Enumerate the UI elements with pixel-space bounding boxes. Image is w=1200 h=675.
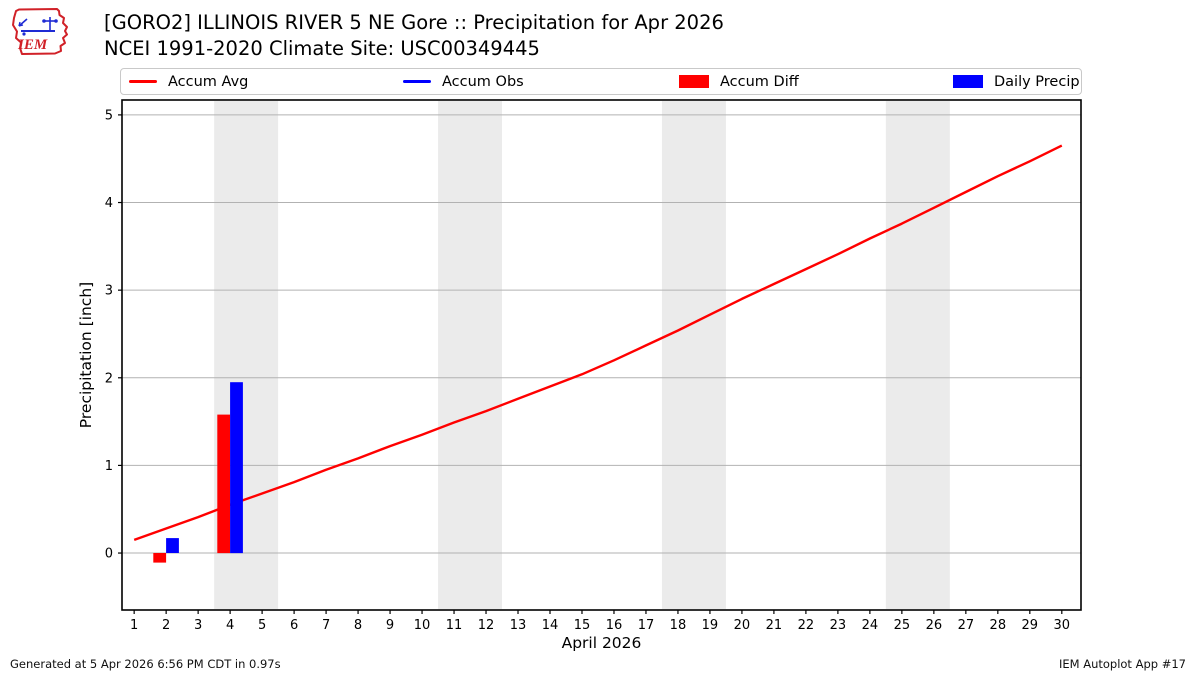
weather-station-icon (18, 17, 58, 36)
x-tick-label: 14 (542, 618, 559, 633)
accum-avg-line-swatch-icon (129, 79, 157, 84)
y-axis-label: Precipitation [inch] (77, 281, 95, 429)
y-tick-label: 5 (105, 108, 113, 123)
weekend-shading-band (438, 101, 503, 609)
x-tick-label: 3 (194, 618, 202, 633)
x-tick-label: 8 (354, 618, 362, 633)
weekend-shading-band (661, 101, 726, 609)
generated-timestamp: Generated at 5 Apr 2026 6:56 PM CDT in 0… (10, 657, 281, 671)
x-tick-label: 27 (958, 618, 975, 633)
x-tick-label: 23 (830, 618, 847, 633)
y-tick-label: 2 (105, 371, 113, 386)
chart-title: [GORO2] ILLINOIS RIVER 5 NE Gore :: Prec… (104, 11, 724, 34)
x-tick-label: 7 (322, 618, 330, 633)
x-tick-label: 11 (446, 618, 463, 633)
x-tick-label: 12 (478, 618, 495, 633)
x-tick-label: 28 (990, 618, 1007, 633)
x-tick-label: 29 (1022, 618, 1039, 633)
y-tick-label: 3 (105, 284, 113, 299)
bar-accum-diff-day-4 (217, 414, 231, 554)
x-axis-label: April 2026 (561, 634, 642, 652)
x-tick-label: 13 (510, 618, 527, 633)
y-tick-label: 0 (105, 547, 113, 562)
x-tick-label: 6 (290, 618, 298, 633)
bar-daily-precip-day-4 (230, 382, 243, 554)
autoplot-app-credit: IEM Autoplot App #17 (1058, 657, 1186, 671)
x-tick-label: 19 (702, 618, 719, 633)
legend-item-accum-obs: Accum Obs (403, 69, 524, 94)
x-tick-label: 4 (226, 618, 234, 633)
chart-title-block: [GORO2] ILLINOIS RIVER 5 NE Gore :: Prec… (104, 10, 724, 62)
logo-text: IEM (17, 37, 48, 53)
legend-item-daily-precip: Daily Precip (953, 69, 1080, 94)
legend-label: Accum Obs (442, 73, 524, 90)
legend-label: Accum Avg (168, 73, 249, 90)
x-tick-label: 24 (862, 618, 879, 633)
y-tick-label: 1 (105, 459, 113, 474)
bar-daily-precip-day-2 (166, 538, 179, 553)
x-tick-label: 9 (386, 618, 394, 633)
x-tick-label: 16 (606, 618, 623, 633)
x-tick-label: 18 (670, 618, 687, 633)
x-tick-label: 5 (258, 618, 266, 633)
weekend-shading-band (885, 101, 950, 609)
series-line-accum-avg (133, 144, 1063, 542)
legend-label: Daily Precip (994, 73, 1080, 90)
accum-obs-line-swatch-icon (403, 79, 431, 84)
chart-legend: Accum Avg Accum Obs Accum Diff Daily Pre… (120, 68, 1082, 95)
x-tick-label: 21 (766, 618, 783, 633)
accum-diff-rect-swatch-icon (679, 75, 709, 88)
x-tick-label: 15 (574, 618, 591, 633)
iem-logo: IEM (12, 8, 68, 55)
daily-precip-rect-swatch-icon (953, 75, 983, 88)
y-tick-label: 4 (105, 196, 113, 211)
x-tick-label: 22 (798, 618, 815, 633)
x-tick-label: 2 (162, 618, 170, 633)
x-tick-label: 26 (926, 618, 943, 633)
legend-item-accum-diff: Accum Diff (679, 69, 799, 94)
chart-subtitle: NCEI 1991-2020 Climate Site: USC00349445 (104, 37, 540, 60)
x-tick-label: 25 (894, 618, 911, 633)
legend-label: Accum Diff (720, 73, 799, 90)
x-tick-label: 10 (414, 618, 431, 633)
bar-accum-diff-day-2 (153, 553, 167, 563)
x-tick-label: 20 (734, 618, 751, 633)
x-tick-label: 30 (1054, 618, 1071, 633)
x-tick-label: 17 (638, 618, 655, 633)
axes-frame (121, 99, 1082, 611)
x-tick-label: 1 (130, 618, 138, 633)
legend-item-accum-avg: Accum Avg (129, 69, 248, 94)
